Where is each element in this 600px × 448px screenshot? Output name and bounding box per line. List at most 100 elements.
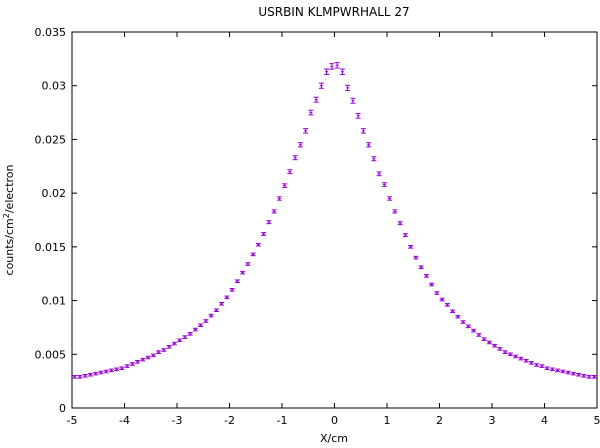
data-point bbox=[77, 375, 83, 379]
data-point bbox=[528, 361, 534, 365]
data-point bbox=[145, 355, 151, 360]
data-point bbox=[486, 340, 492, 345]
data-point bbox=[187, 332, 193, 336]
data-point bbox=[539, 364, 545, 368]
x-axis-label: X/cm bbox=[320, 432, 348, 445]
data-point bbox=[492, 343, 498, 348]
data-point bbox=[350, 97, 356, 104]
data-point bbox=[245, 262, 251, 266]
x-tick-label: -5 bbox=[67, 414, 78, 427]
y-axis-label: counts/cm2/electron bbox=[2, 164, 16, 275]
data-point bbox=[523, 358, 529, 363]
data-point bbox=[334, 62, 340, 69]
data-point bbox=[481, 337, 487, 342]
data-point bbox=[471, 328, 477, 333]
data-point bbox=[570, 371, 576, 376]
y-tick-label: 0 bbox=[59, 402, 66, 415]
data-point bbox=[177, 338, 183, 343]
data-point bbox=[140, 357, 146, 362]
data-point bbox=[213, 308, 219, 313]
x-axis: -5 -4 -3 -2 -1 0 1 2 3 4 5 bbox=[67, 32, 600, 427]
data-point bbox=[266, 220, 272, 225]
y-axis-label-superscript: 2 bbox=[2, 213, 11, 218]
data-point bbox=[135, 360, 141, 364]
y-axis: 0 0.005 0.01 0.015 0.02 0.025 0.03 0.035 bbox=[35, 26, 597, 415]
x-tick-label: 1 bbox=[384, 414, 391, 427]
y-tick-label: 0.01 bbox=[42, 295, 67, 308]
data-point bbox=[240, 270, 246, 275]
y-tick-label: 0.025 bbox=[35, 133, 67, 146]
data-point bbox=[360, 128, 366, 134]
data-point bbox=[203, 319, 209, 323]
data-point bbox=[292, 155, 298, 161]
data-series bbox=[72, 62, 597, 379]
data-point bbox=[98, 370, 104, 375]
data-point bbox=[250, 252, 256, 257]
data-point bbox=[534, 363, 540, 367]
x-tick-label: -3 bbox=[172, 414, 183, 427]
data-point bbox=[114, 367, 120, 372]
data-point bbox=[366, 142, 372, 148]
data-point bbox=[423, 274, 429, 278]
data-point bbox=[166, 344, 172, 349]
data-point bbox=[171, 341, 177, 346]
data-point bbox=[413, 255, 419, 260]
y-tick-label: 0.015 bbox=[35, 241, 67, 254]
data-point bbox=[161, 348, 167, 352]
data-point bbox=[549, 367, 555, 372]
x-tick-label: 5 bbox=[594, 414, 600, 427]
data-point bbox=[255, 242, 261, 247]
data-point bbox=[303, 128, 309, 134]
data-point bbox=[208, 313, 214, 318]
data-point bbox=[392, 209, 398, 214]
data-point bbox=[408, 245, 414, 249]
data-point bbox=[318, 82, 324, 89]
data-point bbox=[381, 182, 387, 187]
data-point bbox=[418, 265, 424, 270]
data-point bbox=[150, 353, 156, 358]
y-tick-label: 0.005 bbox=[35, 348, 67, 361]
data-point bbox=[345, 84, 351, 91]
data-point bbox=[518, 356, 524, 361]
data-point bbox=[156, 350, 162, 354]
data-point bbox=[581, 373, 587, 378]
data-point bbox=[192, 327, 198, 332]
data-point bbox=[276, 196, 282, 201]
data-point bbox=[450, 309, 456, 314]
data-point bbox=[513, 354, 519, 359]
y-axis-label-suffix: /electron bbox=[3, 164, 16, 213]
data-point bbox=[555, 368, 561, 373]
data-point bbox=[497, 347, 503, 351]
data-point bbox=[576, 372, 582, 377]
x-tick-label: 2 bbox=[436, 414, 443, 427]
plot-frame bbox=[71, 31, 598, 409]
data-point bbox=[560, 369, 566, 374]
x-tick-label: 0 bbox=[331, 414, 338, 427]
data-point bbox=[439, 297, 445, 302]
data-point bbox=[119, 366, 125, 371]
data-point bbox=[502, 350, 508, 354]
data-point bbox=[476, 333, 482, 337]
data-point bbox=[87, 372, 93, 377]
data-point bbox=[434, 291, 440, 295]
data-point bbox=[387, 196, 393, 201]
data-point bbox=[103, 369, 109, 374]
y-tick-label: 0.03 bbox=[42, 80, 67, 93]
data-point bbox=[371, 156, 377, 162]
data-point bbox=[308, 109, 314, 116]
x-tick-label: 4 bbox=[541, 414, 548, 427]
x-tick-label: -1 bbox=[277, 414, 288, 427]
chart-title: USRBIN KLMPWRHALL 27 bbox=[258, 5, 409, 19]
data-point bbox=[129, 362, 135, 366]
data-point bbox=[93, 371, 99, 376]
data-point bbox=[271, 209, 277, 214]
data-point bbox=[108, 368, 114, 373]
x-tick-label: -4 bbox=[119, 414, 130, 427]
data-point bbox=[455, 314, 461, 319]
data-point bbox=[591, 375, 597, 379]
data-point bbox=[586, 375, 592, 379]
data-point bbox=[219, 302, 225, 306]
y-tick-label: 0.035 bbox=[35, 26, 67, 39]
data-point bbox=[72, 375, 78, 379]
data-point bbox=[82, 373, 88, 378]
